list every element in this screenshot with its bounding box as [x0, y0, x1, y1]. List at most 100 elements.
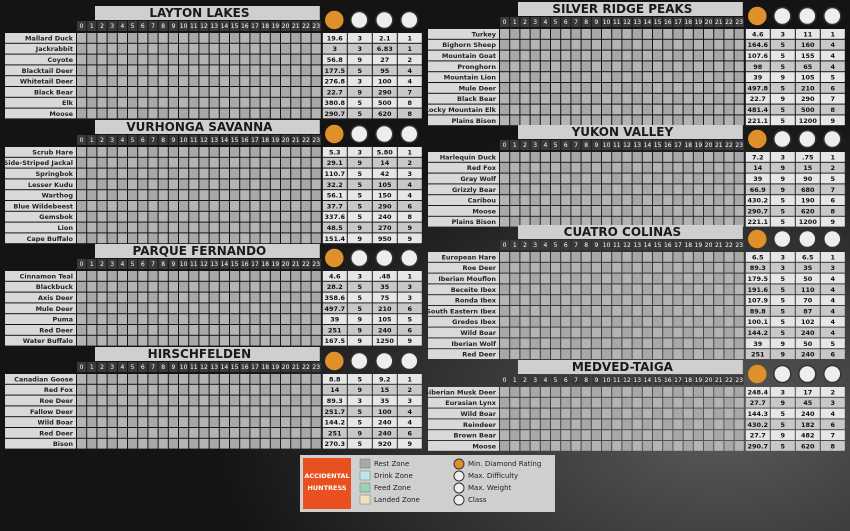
- hour-cell: [240, 135, 250, 145]
- zone-cell: [189, 168, 199, 179]
- zone-cell: [520, 83, 530, 93]
- name-cell: [428, 327, 499, 338]
- zone-cell: [270, 54, 280, 65]
- zone-cell: [199, 157, 209, 168]
- zone-cell: [219, 374, 229, 384]
- hour-cell: [168, 135, 178, 145]
- zone-cell: [117, 211, 127, 222]
- zone-cell: [602, 397, 612, 408]
- hour-cell: [281, 362, 291, 372]
- zone-cell: [240, 190, 250, 200]
- zone-cell: [520, 29, 530, 39]
- zone-cell: [291, 438, 301, 449]
- hour-cell: [219, 259, 229, 269]
- hour-label: 22: [302, 23, 310, 30]
- stat-value: 3: [408, 294, 413, 302]
- zone-cell: [673, 206, 683, 216]
- zone-cell: [530, 93, 540, 104]
- hour-label: 7: [151, 364, 155, 371]
- zone-cell: [510, 61, 520, 72]
- zone-cell: [551, 29, 561, 39]
- zone-cell: [128, 76, 138, 86]
- zone-cell: [714, 387, 724, 397]
- value-cell: [397, 406, 422, 417]
- stat-value: 5: [358, 170, 363, 178]
- stat-icon: [350, 10, 369, 30]
- zone-cell: [107, 335, 117, 346]
- zone-cell: [209, 303, 219, 314]
- zone-cell: [724, 419, 734, 430]
- zone-cell: [107, 395, 117, 406]
- zone-cell: [551, 349, 561, 359]
- zone-cell: [622, 397, 632, 408]
- zone-cell: [270, 395, 280, 406]
- stat-value: 5: [358, 67, 363, 75]
- zone-cell: [260, 76, 270, 86]
- zone-cell: [724, 195, 734, 205]
- zone-cell: [510, 284, 520, 295]
- value-cell: [397, 417, 422, 427]
- hour-label: 17: [251, 137, 259, 144]
- animal-name: Springbok: [36, 170, 74, 178]
- zone-cell: [653, 29, 663, 39]
- hour-label: 4: [120, 23, 124, 30]
- zone-cell: [209, 87, 219, 97]
- zone-cell: [704, 338, 714, 349]
- zone-cell: [209, 281, 219, 292]
- zone-cell: [693, 408, 703, 419]
- zone-cell: [77, 428, 87, 438]
- zone-cell: [301, 384, 311, 395]
- zone-cell: [714, 262, 724, 273]
- value-cell: [347, 201, 372, 211]
- animal-name: Moose: [472, 207, 496, 215]
- hour-cell: [189, 362, 199, 372]
- title-banner: [518, 2, 743, 16]
- value-cell: [795, 216, 820, 227]
- zone-cell: [724, 306, 734, 316]
- hour-cell: [561, 17, 571, 27]
- value-cell: [745, 104, 770, 115]
- stat-value: 210: [378, 305, 392, 313]
- hour-cell: [520, 140, 530, 150]
- zone-cell: [97, 384, 107, 395]
- zone-cell: [107, 222, 117, 233]
- zone-cell: [530, 173, 540, 184]
- zone-cell: [714, 162, 724, 173]
- zone-cell: [179, 406, 189, 417]
- zone-cell: [260, 233, 270, 244]
- zone-cell: [311, 65, 321, 76]
- zone-cell: [673, 306, 683, 316]
- hour-cell: [270, 135, 280, 145]
- zone-cell: [311, 147, 321, 157]
- zone-cell: [734, 252, 744, 262]
- hour-cell: [179, 362, 189, 372]
- zone-cell: [301, 65, 311, 76]
- value-cell: [820, 408, 845, 419]
- zone-cell: [632, 152, 642, 162]
- zone-cell: [107, 54, 117, 65]
- zone-cell: [158, 438, 168, 449]
- zone-cell: [683, 104, 693, 115]
- zone-cell: [311, 438, 321, 449]
- value-cell: [347, 325, 372, 335]
- name-cell: [428, 39, 499, 50]
- value-cell: [347, 292, 372, 303]
- zone-cell: [189, 271, 199, 281]
- animal-name: Bighorn Sheep: [442, 41, 496, 49]
- hour-label: 23: [735, 142, 743, 149]
- stat-swatch: [453, 458, 465, 470]
- zone-cell: [270, 87, 280, 97]
- value-cell: [372, 147, 397, 157]
- zone-cell: [724, 349, 734, 359]
- zone-cell: [714, 316, 724, 327]
- hour-label: 4: [543, 377, 547, 384]
- hour-cell: [704, 240, 714, 250]
- zone-cell: [571, 83, 581, 93]
- stat-value: 5: [358, 213, 363, 221]
- value-cell: [372, 335, 397, 346]
- zone-cell: [704, 29, 714, 39]
- stat-value: 8: [831, 207, 836, 215]
- zone-cell: [301, 201, 311, 211]
- title-banner: [518, 225, 743, 239]
- stat-value: 1: [831, 153, 836, 161]
